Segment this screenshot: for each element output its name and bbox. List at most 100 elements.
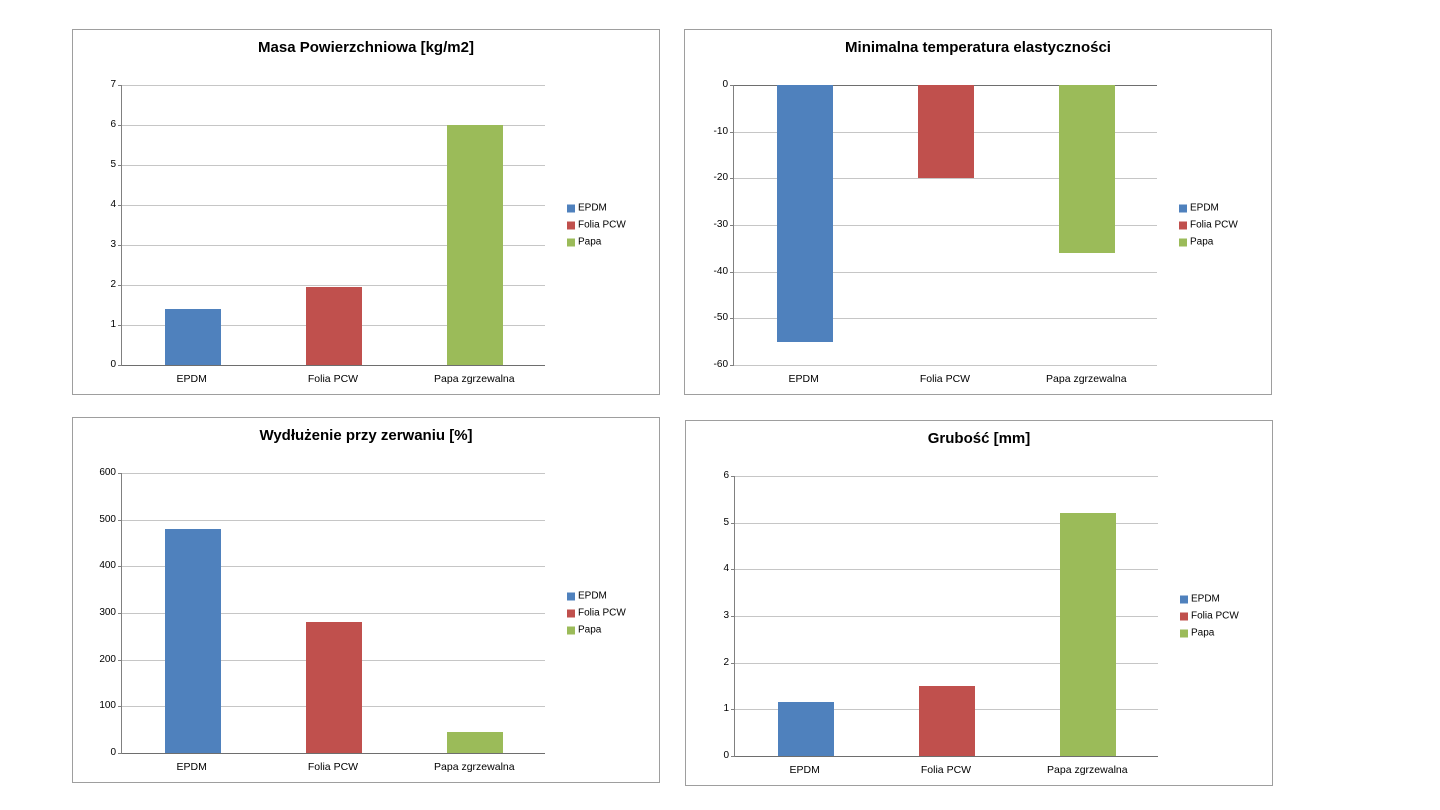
x-axis-category-label: Folia PCW: [919, 373, 971, 385]
legend-item: Folia PCW: [567, 608, 626, 619]
bar-papa-zgrzewalna: [447, 732, 503, 753]
legend: EPDM Folia PCW Papa: [567, 591, 626, 636]
y-axis-tick-label: 300: [99, 607, 116, 618]
legend-item: EPDM: [567, 591, 626, 602]
legend-label: Papa: [578, 624, 602, 636]
legend: EPDM Folia PCW Papa: [567, 203, 626, 248]
y-axis-tickmark: [118, 325, 122, 326]
y-axis-tickmark: [731, 476, 735, 477]
y-axis-tickmark: [118, 165, 122, 166]
y-axis-tick-label: 600: [99, 467, 116, 478]
bar-epdm: [165, 309, 221, 365]
legend-label: EPDM: [578, 202, 607, 214]
gridline: [735, 523, 1158, 524]
legend-label: EPDM: [1190, 202, 1219, 214]
y-axis-tick-label: 5: [110, 159, 116, 170]
gridline: [122, 125, 545, 126]
y-axis-tickmark: [731, 663, 735, 664]
legend-swatch: [1179, 221, 1187, 229]
gridline: [734, 272, 1157, 273]
gridline: [735, 616, 1158, 617]
y-axis-tick-label: -30: [713, 219, 728, 230]
gridline: [735, 569, 1158, 570]
y-axis-tick-label: 200: [99, 654, 116, 665]
y-axis-tickmark: [118, 706, 122, 707]
x-axis-labels: EPDM Folia PCW Papa zgrzewalna: [121, 373, 545, 385]
gridline: [122, 473, 545, 474]
legend-label: EPDM: [578, 590, 607, 602]
legend-label: Folia PCW: [578, 219, 626, 231]
y-axis-tick-label: 7: [110, 79, 116, 90]
y-axis-tickmark: [118, 245, 122, 246]
bar-papa-zgrzewalna: [1059, 85, 1115, 253]
y-axis-tick-label: -50: [713, 312, 728, 323]
legend-swatch: [567, 204, 575, 212]
zero-axis-line: [122, 365, 545, 366]
chart-panel-wydluzenie-przy-zerwaniu: Wydłużenie przy zerwaniu [%] 600 500 400 300…: [72, 417, 660, 783]
gridline: [122, 520, 545, 521]
zero-axis-line: [735, 756, 1158, 757]
legend-swatch: [567, 221, 575, 229]
chart-title: Grubość [mm]: [927, 430, 1031, 447]
y-axis-tickmark: [118, 520, 122, 521]
y-axis-tickmark: [731, 709, 735, 710]
y-axis-tick-label: 100: [99, 700, 116, 711]
plot-area: 6 5 4 3 2 1 0: [723, 471, 1158, 761]
legend: EPDM Folia PCW Papa: [1180, 594, 1239, 639]
y-axis-tick-label: 1: [723, 703, 729, 714]
legend-label: Folia PCW: [578, 607, 626, 619]
legend-label: Papa: [578, 236, 602, 248]
x-axis-labels: EPDM Folia PCW Papa zgrzewalna: [121, 761, 545, 773]
legend-swatch: [1180, 595, 1188, 603]
legend-item: Papa: [1180, 628, 1239, 639]
gridline: [735, 476, 1158, 477]
y-axis-tickmark: [730, 132, 734, 133]
bar-epdm: [165, 529, 221, 753]
y-axis-tick-label: 2: [723, 657, 729, 668]
legend-swatch: [567, 592, 575, 600]
y-axis-tick-label: -40: [713, 266, 728, 277]
y-axis-tickmark: [730, 272, 734, 273]
chart-title: Masa Powierzchniowa [kg/m2]: [258, 39, 474, 56]
bar-papa-zgrzewalna: [1060, 513, 1116, 756]
legend-item: Folia PCW: [567, 220, 626, 231]
y-axis-tickmark: [731, 756, 735, 757]
x-axis-labels: EPDM Folia PCW Papa zgrzewalna: [733, 373, 1157, 385]
y-axis-tick-label: 0: [110, 359, 116, 370]
y-axis-tickmark: [118, 365, 122, 366]
y-axis-tick-label: 0: [110, 747, 116, 758]
zero-axis-line: [122, 753, 545, 754]
legend-swatch: [1180, 629, 1188, 637]
bar-folia-pcw: [306, 287, 362, 365]
y-axis-tickmark: [118, 285, 122, 286]
y-axis-tick-label: 6: [723, 470, 729, 481]
legend-label: EPDM: [1191, 593, 1220, 605]
x-axis-category-label: Folia PCW: [307, 761, 359, 773]
chart-panel-minimalna-temperatura-elastycznosci: Minimalna temperatura elastyczności 0 -10 -…: [684, 29, 1272, 395]
bar-epdm: [778, 702, 834, 756]
legend-label: Papa: [1191, 627, 1215, 639]
legend-swatch: [567, 626, 575, 634]
plot-area: 600 500 400 300 200 100 0: [99, 468, 545, 758]
y-axis-tick-label: -10: [713, 126, 728, 137]
y-axis-tick-label: 400: [99, 560, 116, 571]
y-axis-tickmark: [118, 613, 122, 614]
chart-panel-grubosc: Grubość [mm] 6 5 4 3 2 1 0 EPDM Folia PCW Papa zgr…: [685, 420, 1273, 786]
y-axis-tick-label: 4: [723, 563, 729, 574]
gridline: [735, 663, 1158, 664]
y-axis-tick-label: 0: [723, 750, 729, 761]
chart-title: Wydłużenie przy zerwaniu [%]: [259, 427, 473, 444]
plot-area: 0 -10 -20 -30 -40 -50 -60: [714, 80, 1157, 370]
bar-epdm: [777, 85, 833, 342]
y-axis-tickmark: [730, 178, 734, 179]
chart-title: Minimalna temperatura elastyczności: [845, 39, 1111, 56]
y-axis-tick-label: 3: [110, 239, 116, 250]
y-axis-tickmark: [118, 85, 122, 86]
x-axis-category-label: Folia PCW: [920, 764, 972, 776]
y-axis-tickmark: [730, 318, 734, 319]
gridline: [122, 285, 545, 286]
legend-swatch: [1179, 238, 1187, 246]
y-axis-tickmark: [118, 205, 122, 206]
y-axis-tickmark: [731, 523, 735, 524]
